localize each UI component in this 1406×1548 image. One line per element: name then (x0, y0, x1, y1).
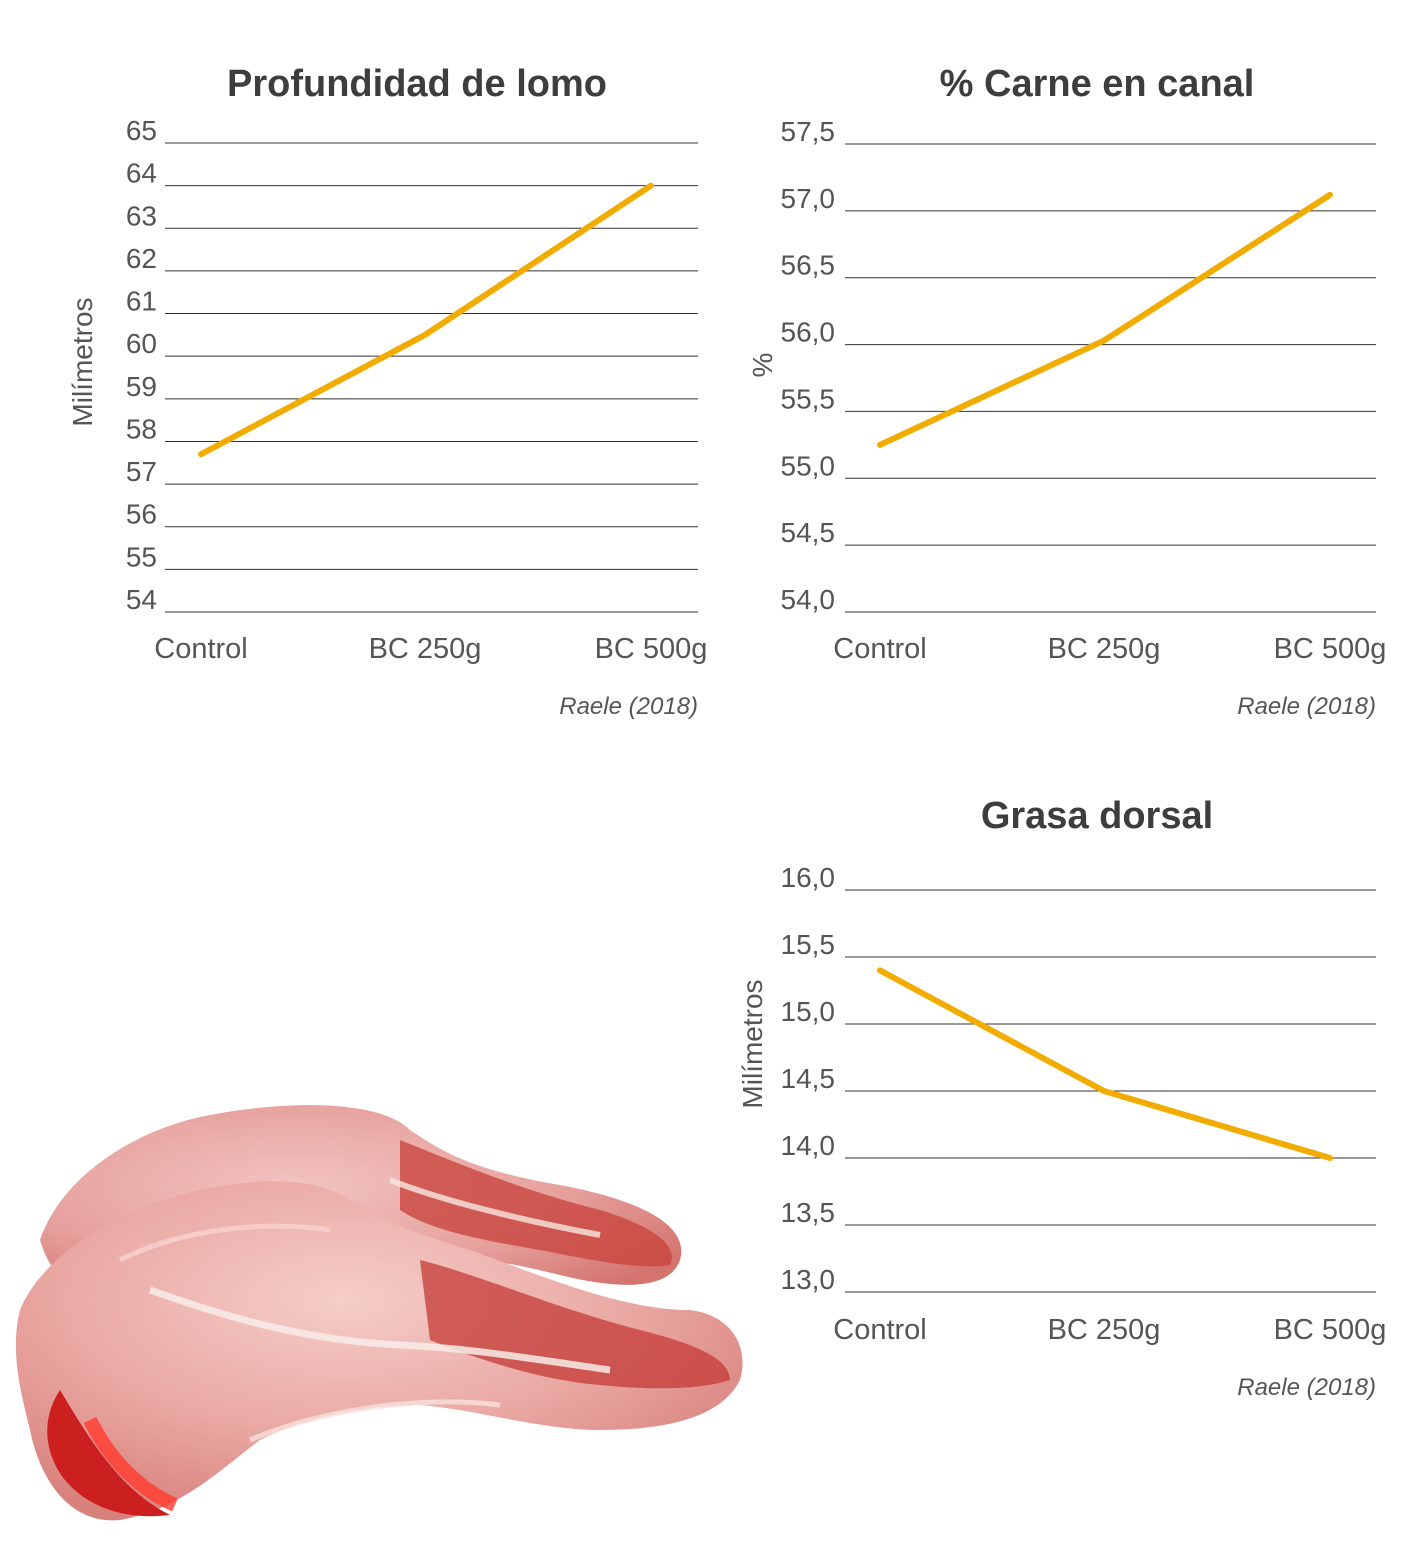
x-category-label: BC 500g (1274, 633, 1387, 665)
series-line (877, 191, 1333, 448)
y-tick-label: 57,5 (781, 116, 836, 147)
chart-title: Grasa dorsal (981, 795, 1213, 837)
y-tick-label: 16,0 (781, 862, 836, 893)
x-category-label: BC 250g (369, 633, 482, 665)
y-tick-label: 64 (126, 158, 157, 189)
y-tick-label: 59 (126, 371, 157, 402)
y-tick-label: 54 (126, 584, 157, 615)
y-tick-label: 62 (126, 243, 157, 274)
x-category-label: Control (833, 1314, 927, 1346)
pork-chops-photo (15, 1105, 743, 1521)
y-tick-label: 55,5 (781, 383, 836, 414)
y-tick-label: 58 (126, 413, 157, 444)
y-tick-label: 57,0 (781, 183, 836, 214)
y-tick-label: 56,0 (781, 317, 836, 348)
y-tick-label: 63 (126, 200, 157, 231)
y-axis-label: Milímetros (67, 297, 98, 426)
y-tick-label: 54,0 (781, 584, 836, 615)
y-tick-label: 56,5 (781, 250, 836, 281)
y-tick-label: 60 (126, 328, 157, 359)
y-tick-label: 13,5 (781, 1197, 836, 1228)
y-tick-label: 54,5 (781, 517, 836, 548)
chart-title: % Carne en canal (940, 63, 1255, 105)
x-category-label: Control (154, 633, 248, 665)
x-category-label: Control (833, 633, 927, 665)
y-tick-label: 55 (126, 541, 157, 572)
x-category-label: BC 250g (1048, 1314, 1161, 1346)
source-note: Raele (2018) (1237, 1374, 1376, 1401)
y-tick-label: 57 (126, 456, 157, 487)
y-tick-label: 61 (126, 286, 157, 317)
series-line (877, 967, 1333, 1161)
y-tick-label: 14,0 (781, 1130, 836, 1161)
y-tick-label: 14,5 (781, 1063, 836, 1094)
x-category-label: BC 500g (595, 633, 708, 665)
series-line (198, 182, 654, 458)
y-tick-label: 65 (126, 115, 157, 146)
y-tick-label: 13,0 (781, 1264, 836, 1295)
source-note: Raele (2018) (559, 693, 698, 720)
y-tick-label: 15,0 (781, 996, 836, 1027)
y-tick-label: 55,0 (781, 450, 836, 481)
x-category-label: BC 500g (1274, 1314, 1387, 1346)
source-note: Raele (2018) (1237, 693, 1376, 720)
y-axis-label: Milímetros (737, 979, 768, 1108)
y-axis-label: % (747, 353, 778, 378)
chart-title: Profundidad de lomo (227, 63, 607, 105)
y-tick-label: 15,5 (781, 929, 836, 960)
y-tick-label: 56 (126, 499, 157, 530)
x-category-label: BC 250g (1048, 633, 1161, 665)
